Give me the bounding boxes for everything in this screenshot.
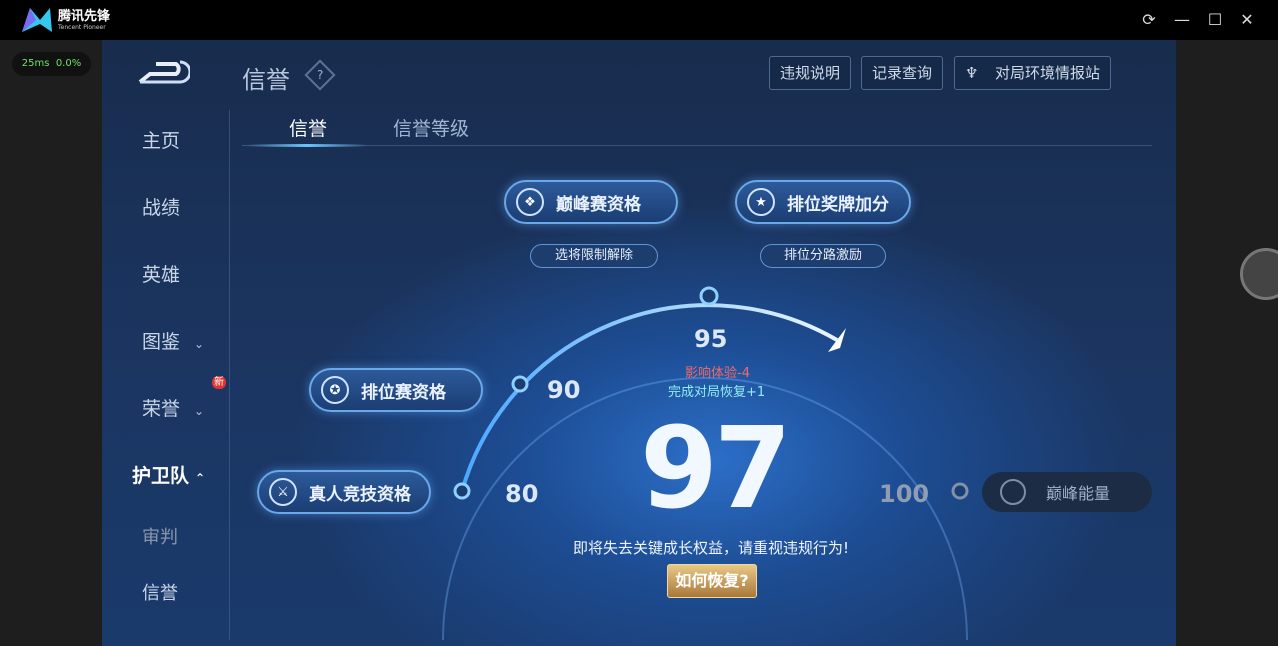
sidebar-item-label: 护卫队	[132, 465, 190, 487]
latency: 25ms	[21, 58, 50, 69]
sidebar-item-honor[interactable]: 荣誉 ⌄	[142, 397, 204, 423]
active-tab-indicator	[247, 144, 367, 147]
sidebar-item-label: 图鉴	[142, 331, 181, 353]
wings-icon: ♆	[965, 64, 979, 82]
match-environment-button[interactable]: ♆ 对局环境情报站	[954, 56, 1112, 90]
chevron-down-icon: ⌄	[194, 404, 205, 418]
human-match-qualification-button[interactable]: ⚔ 真人竞技资格	[257, 470, 431, 514]
new-badge: 新	[212, 376, 226, 389]
credit-score: 97	[640, 404, 792, 534]
logo-icon	[22, 8, 52, 32]
record-query-button[interactable]: 记录查询	[861, 56, 944, 90]
cube-icon	[1000, 479, 1026, 505]
diamond-icon: ❖	[516, 188, 544, 216]
mark-80-label: 80	[505, 480, 539, 508]
how-to-recover-button[interactable]: 如何恢复?	[667, 564, 757, 598]
rank-bonus-sub-badge: 排位分路激励	[760, 244, 886, 268]
sidebar-item-credit[interactable]: 信誉	[142, 583, 178, 604]
tab-divider	[242, 145, 1152, 146]
violation-info-button[interactable]: 违规说明	[769, 56, 852, 90]
human-label: 真人竞技资格	[309, 484, 411, 505]
title-bar: 腾讯先锋 Tencent Pioneer ⟳ — ☐ ✕	[0, 0, 1278, 40]
maximize-icon[interactable]: ☐	[1207, 10, 1223, 29]
mark-95-dot	[699, 286, 719, 306]
packet-loss: 0.0%	[55, 58, 82, 69]
refresh-icon[interactable]: ⟳	[1142, 10, 1156, 29]
mark-95-label: 95	[694, 325, 728, 353]
page-title: 信誉	[242, 66, 290, 94]
right-panel	[1176, 40, 1278, 646]
game-screen: 信誉 ? 违规说明 记录查询 ♆ 对局环境情报站 主页 战绩 英雄 图鉴 ⌄ 荣誉 ⌄…	[102, 40, 1176, 646]
network-status: 25ms 0.0%	[12, 52, 91, 76]
tab-credit[interactable]: 信誉	[289, 118, 328, 140]
sidebar-item-stats[interactable]: 战绩	[142, 197, 181, 219]
app-subtitle: Tencent Pioneer	[58, 23, 106, 31]
sword-icon: ⚔	[269, 478, 297, 506]
sidebar-item-home[interactable]: 主页	[142, 130, 181, 152]
warning-text: 即将失去关键成长权益，请重视违规行为!	[573, 539, 850, 557]
minimize-icon[interactable]: —	[1174, 10, 1190, 29]
peak-sub-badge: 选将限制解除	[530, 244, 658, 268]
mark-100-label: 100	[879, 480, 930, 508]
app-logo: 腾讯先锋 Tencent Pioneer	[20, 6, 110, 34]
mark-100-dot	[951, 482, 969, 500]
floating-button[interactable]	[1240, 248, 1278, 300]
mark-80-dot	[453, 482, 471, 500]
match-environment-label: 对局环境情报站	[995, 64, 1101, 82]
mark-90-label: 90	[547, 376, 581, 404]
ranked-label: 排位赛资格	[361, 382, 446, 403]
rank-medal-bonus-button[interactable]: ★ 排位奖牌加分	[735, 180, 911, 224]
peak-label: 巅峰赛资格	[556, 194, 641, 215]
chevron-up-icon: ⌃	[195, 471, 206, 485]
recover-text: 完成对局恢复+1	[668, 385, 766, 400]
mark-90-dot	[511, 375, 529, 393]
chevron-down-icon: ⌄	[194, 337, 205, 351]
arc-track	[442, 377, 968, 641]
energy-label: 巅峰能量	[1046, 484, 1111, 503]
back-button[interactable]	[136, 60, 190, 86]
sidebar-item-codex[interactable]: 图鉴 ⌄	[142, 330, 204, 356]
arc-pointer	[828, 328, 846, 352]
shield-star-icon: ✪	[321, 376, 349, 404]
close-icon[interactable]: ✕	[1240, 10, 1254, 29]
sidebar-item-label: 荣誉	[142, 398, 181, 420]
rank-bonus-label: 排位奖牌加分	[787, 194, 889, 215]
arc-progress	[460, 303, 839, 492]
star-medal-icon: ★	[747, 188, 775, 216]
app-name: 腾讯先锋	[58, 8, 111, 24]
ranked-qualification-button[interactable]: ✪ 排位赛资格	[309, 368, 483, 412]
credit-gauge-arc	[442, 286, 969, 641]
sidebar-item-judge[interactable]: 审判	[142, 527, 178, 548]
peak-qualification-button[interactable]: ❖ 巅峰赛资格	[504, 180, 678, 224]
sidebar-item-guard[interactable]: 护卫队 ⌃	[132, 464, 205, 490]
tab-credit-level[interactable]: 信誉等级	[393, 118, 470, 140]
sidebar-divider	[229, 110, 230, 640]
peak-energy-button[interactable]: 巅峰能量	[982, 472, 1152, 512]
sidebar-item-heroes[interactable]: 英雄	[142, 264, 181, 286]
penalty-text: 影响体验-4	[685, 366, 750, 381]
